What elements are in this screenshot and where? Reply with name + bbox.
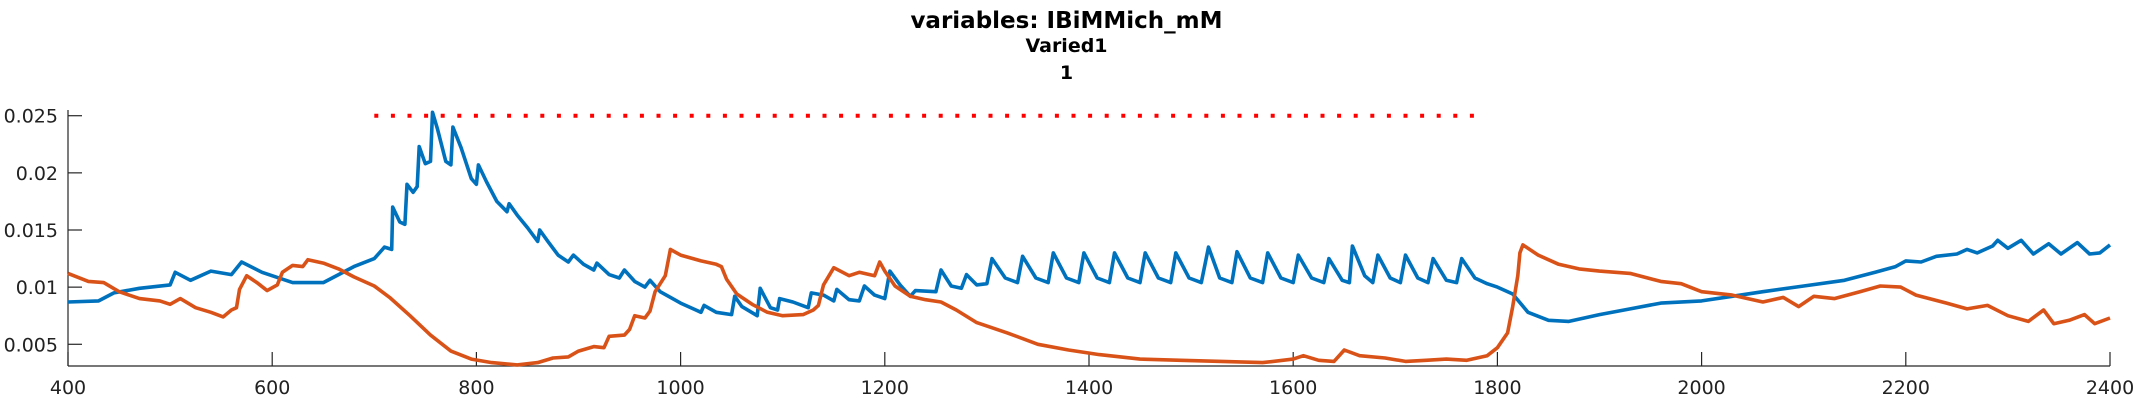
x-tick-label: 2200 bbox=[1882, 377, 1930, 399]
y-tick-label: 0.02 bbox=[16, 163, 58, 185]
y-tick-label: 0.005 bbox=[4, 334, 58, 356]
series-line-1 bbox=[67, 110, 2112, 324]
chart-subtitle-2: 1 bbox=[1059, 62, 1074, 84]
x-tick-label: 1800 bbox=[1473, 377, 1521, 399]
series-line-2 bbox=[67, 243, 2111, 367]
x-tick-label: 1200 bbox=[861, 377, 909, 399]
x-tick-label: 400 bbox=[50, 377, 86, 399]
y-tick-label: 0.01 bbox=[16, 277, 58, 299]
x-tick-label: 1600 bbox=[1269, 377, 1317, 399]
x-tick-label: 800 bbox=[458, 377, 494, 399]
x-tick-label: 600 bbox=[254, 377, 290, 399]
chart-title: variables: IBiMMich_mM bbox=[910, 8, 1223, 34]
x-tick-label: 2000 bbox=[1677, 377, 1725, 399]
y-tick-label: 0.015 bbox=[4, 220, 58, 242]
x-tick-label: 1000 bbox=[656, 377, 704, 399]
y-tick-label: 0.025 bbox=[4, 106, 58, 128]
x-tick-label: 1400 bbox=[1065, 377, 1113, 399]
x-tick-label: 2400 bbox=[2086, 377, 2133, 399]
chart-subtitle-1: Varied1 bbox=[1025, 35, 1108, 57]
